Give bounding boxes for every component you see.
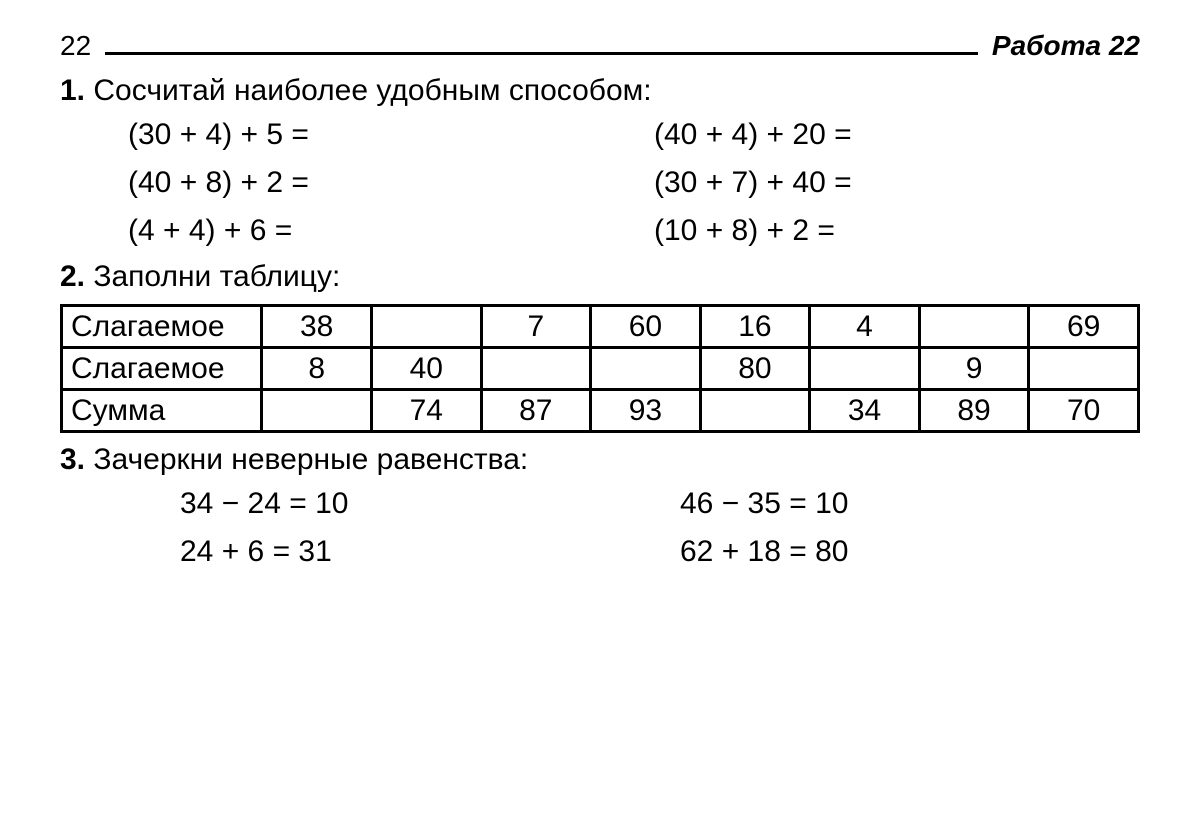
table-cell: 87 — [481, 390, 591, 432]
table-cell — [481, 348, 591, 390]
table-cell: 16 — [700, 306, 810, 348]
table-cell: 8 — [262, 348, 372, 390]
table-cell: 93 — [591, 390, 701, 432]
table-row: Сумма 74 87 93 34 89 70 — [62, 390, 1139, 432]
table-row: Слагаемое 38 7 60 16 4 69 — [62, 306, 1139, 348]
equation: (30 + 7) + 40 = — [654, 166, 1140, 200]
worksheet-page: 22 Работа 22 1. Сосчитай наиболее удобны… — [0, 0, 1200, 609]
table-cell: 34 — [810, 390, 920, 432]
table-cell: 60 — [591, 306, 701, 348]
task-2-table: Слагаемое 38 7 60 16 4 69 Слагаемое 8 40… — [60, 304, 1140, 433]
task-1-prompt: 1. Сосчитай наиболее удобным способом: — [60, 74, 1140, 108]
table-cell: 7 — [481, 306, 591, 348]
table-cell: 80 — [700, 348, 810, 390]
task-1-text: Сосчитай наиболее удобным способом: — [93, 74, 651, 107]
table-cell: 9 — [919, 348, 1029, 390]
task-3-text: Зачеркни неверные равенства: — [93, 443, 528, 476]
row-label: Слагаемое — [62, 348, 262, 390]
table-cell — [810, 348, 920, 390]
table-cell — [591, 348, 701, 390]
task-2-text: Заполни таблицу: — [93, 260, 340, 293]
task-2-number: 2. — [60, 260, 85, 293]
equation: 46 − 35 = 10 — [680, 487, 1140, 521]
task-3-equations: 34 − 24 = 10 46 − 35 = 10 24 + 6 = 31 62… — [60, 487, 1140, 569]
table-cell: 4 — [810, 306, 920, 348]
table-row: Слагаемое 8 40 80 9 — [62, 348, 1139, 390]
row-label: Слагаемое — [62, 306, 262, 348]
task-3-prompt: 3. Зачеркни неверные равенства: — [60, 443, 1140, 477]
table-cell: 40 — [371, 348, 481, 390]
table-cell: 89 — [919, 390, 1029, 432]
equation: 24 + 6 = 31 — [180, 535, 640, 569]
task-3: 3. Зачеркни неверные равенства: 34 − 24 … — [60, 443, 1140, 569]
table-cell — [1029, 348, 1139, 390]
equation: 34 − 24 = 10 — [180, 487, 640, 521]
table-cell: 69 — [1029, 306, 1139, 348]
task-1: 1. Сосчитай наиболее удобным способом: (… — [60, 74, 1140, 248]
work-title: Работа 22 — [992, 30, 1140, 62]
table-cell: 70 — [1029, 390, 1139, 432]
task-3-number: 3. — [60, 443, 85, 476]
equation: (40 + 4) + 20 = — [654, 118, 1140, 152]
page-header: 22 Работа 22 — [60, 30, 1140, 62]
table-cell — [371, 306, 481, 348]
header-rule — [105, 52, 978, 55]
task-1-equations: (30 + 4) + 5 = (40 + 4) + 20 = (40 + 8) … — [60, 118, 1140, 248]
table-cell: 74 — [371, 390, 481, 432]
table-cell — [919, 306, 1029, 348]
equation: (40 + 8) + 2 = — [128, 166, 614, 200]
row-label: Сумма — [62, 390, 262, 432]
table-cell — [262, 390, 372, 432]
table-cell: 38 — [262, 306, 372, 348]
task-2-prompt: 2. Заполни таблицу: — [60, 260, 1140, 294]
equation: 62 + 18 = 80 — [680, 535, 1140, 569]
equation: (30 + 4) + 5 = — [128, 118, 614, 152]
task-2: 2. Заполни таблицу: Слагаемое 38 7 60 16… — [60, 260, 1140, 433]
table-cell — [700, 390, 810, 432]
page-number: 22 — [60, 30, 91, 62]
equation: (10 + 8) + 2 = — [654, 214, 1140, 248]
task-1-number: 1. — [60, 74, 85, 107]
equation: (4 + 4) + 6 = — [128, 214, 614, 248]
